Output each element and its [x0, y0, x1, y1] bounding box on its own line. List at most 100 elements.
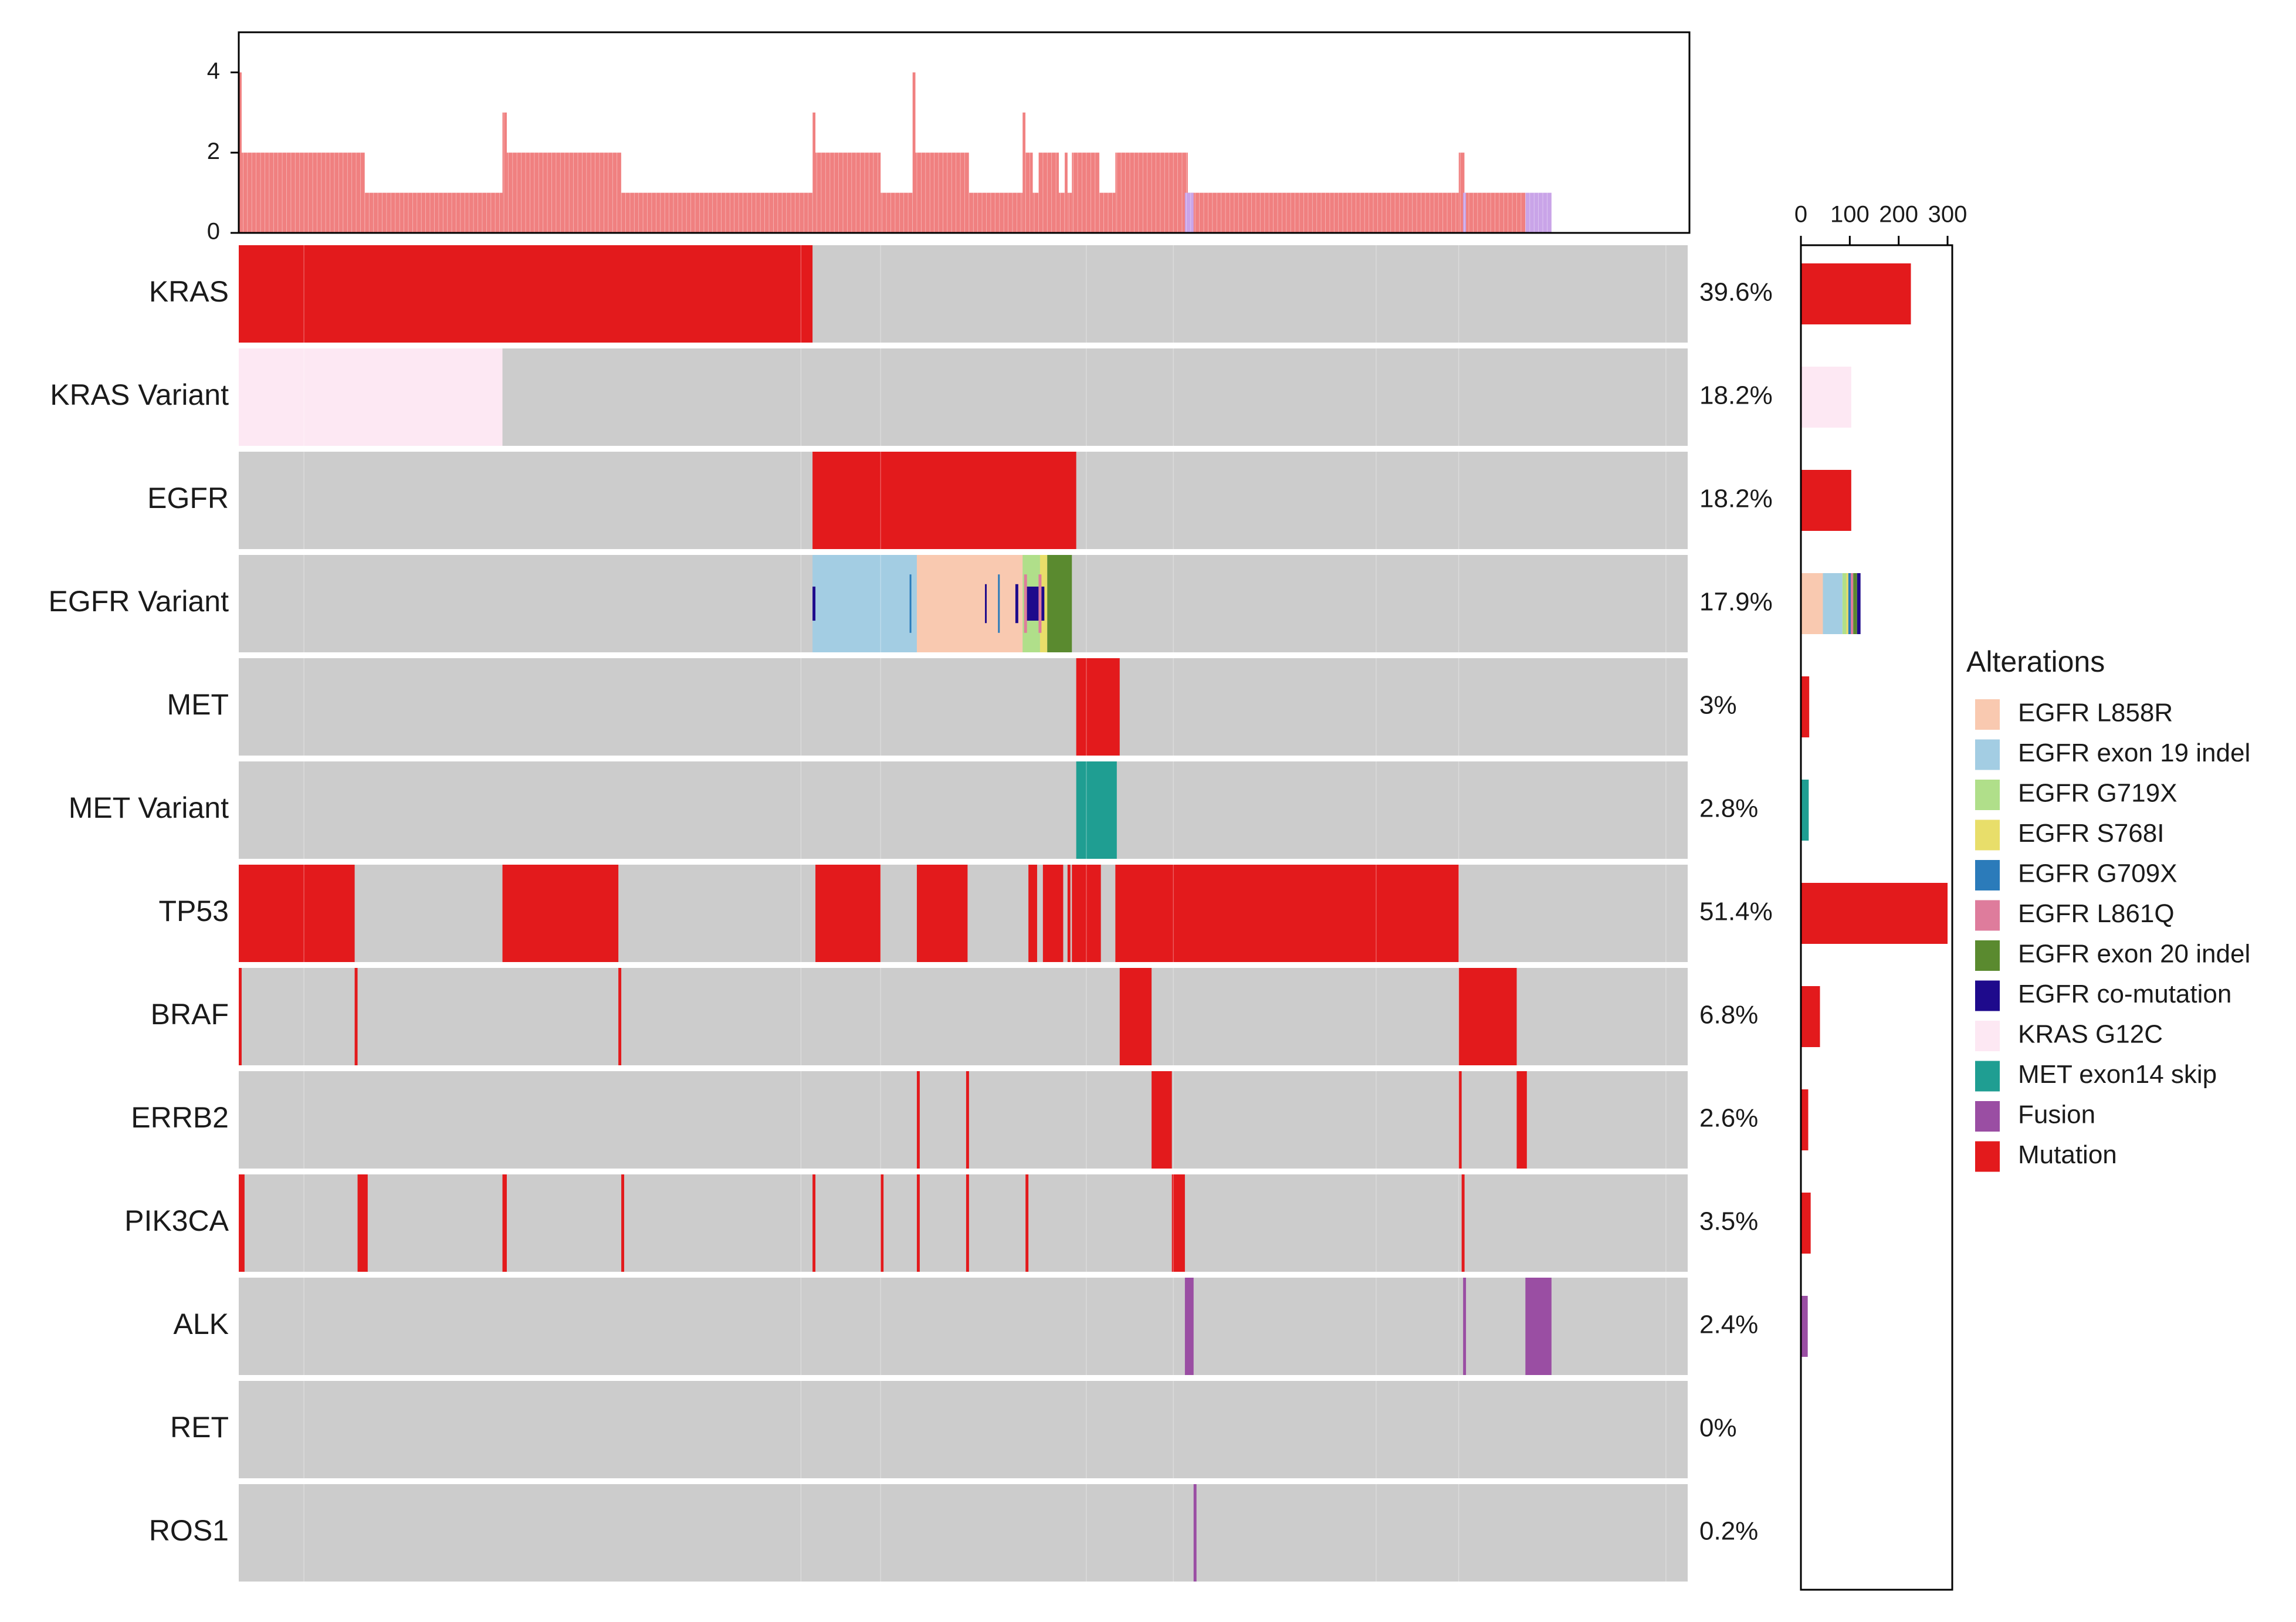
- right-bar: [1801, 883, 1948, 944]
- gene-row-kras-variant: [239, 348, 1688, 446]
- right-bar: [1801, 367, 1851, 428]
- alteration-cell: [812, 452, 1076, 549]
- alteration-cell: [1024, 574, 1027, 633]
- gene-label: TP53: [158, 895, 229, 927]
- legend-swatch: [1975, 940, 2000, 971]
- row-background: [239, 658, 1688, 756]
- legend-label: EGFR G719X: [2018, 779, 2177, 808]
- legend-swatch: [1975, 1141, 2000, 1172]
- right-x-tick-label: 300: [1928, 202, 1967, 228]
- top-y-tick-label: 0: [207, 219, 220, 245]
- top-bar-segment: [241, 153, 365, 233]
- right-bar: [1801, 263, 1911, 324]
- row-background: [239, 1174, 1688, 1272]
- right-bar-segment: [1857, 573, 1861, 634]
- legend-label: EGFR L861Q: [2018, 899, 2175, 928]
- gene-label: ALK: [173, 1308, 229, 1340]
- alteration-cell: [1115, 865, 1459, 962]
- alteration-cell: [1028, 865, 1037, 962]
- legend-label: EGFR G709X: [2018, 859, 2177, 888]
- row-background: [239, 1484, 1688, 1582]
- top-bar-fusion-segment: [1463, 192, 1467, 233]
- gene-row-ros1: [239, 1484, 1688, 1582]
- alteration-cell: [812, 586, 816, 621]
- legend-swatch: [1975, 900, 2000, 931]
- alteration-cell: [1525, 1278, 1552, 1375]
- right-bar: [1801, 470, 1851, 531]
- top-bar-segment: [364, 192, 503, 233]
- top-bar-segment: [1099, 192, 1116, 233]
- percent-label: 2.4%: [1699, 1311, 1758, 1339]
- alteration-cell: [1015, 584, 1018, 624]
- top-y-tick-label: 4: [207, 58, 220, 84]
- alteration-cell: [1461, 1174, 1465, 1272]
- gene-label: PIK3CA: [124, 1204, 229, 1237]
- alteration-cell: [1516, 1071, 1527, 1169]
- alteration-cell: [239, 968, 242, 1065]
- right-bar-segment: [1853, 573, 1857, 634]
- gene-label: MET Variant: [69, 791, 229, 824]
- alteration-cell: [239, 245, 813, 343]
- alteration-cell: [916, 865, 968, 962]
- legend-swatch: [1975, 1021, 2000, 1051]
- matrix-grid-lines: [303, 245, 1667, 1582]
- right-barplot-frame: [1800, 244, 1953, 1591]
- legend-swatch: [1975, 860, 2000, 890]
- right-bar: [1801, 1089, 1809, 1150]
- right-bar-segment: [1801, 573, 1823, 634]
- gene-label: KRAS: [149, 275, 229, 308]
- top-bar-segment: [1458, 153, 1465, 233]
- legend-label: EGFR co-mutation: [2018, 980, 2231, 1008]
- oncoprint-matrix: [239, 245, 1688, 1582]
- top-bar-segment: [1072, 153, 1100, 233]
- right-bar: [1801, 1193, 1811, 1254]
- percent-labels: 39.6% 18.2% 18.2% 17.9% 3% 2.8% 51.4% 6.8% 2.6% 3…: [1699, 278, 1773, 1546]
- percent-label: 0%: [1699, 1414, 1737, 1442]
- top-bar-segment: [502, 112, 507, 233]
- legend-label: MET exon14 skip: [2018, 1060, 2217, 1089]
- gene-label: MET: [167, 688, 229, 721]
- top-bar-fusion-segment: [1184, 192, 1194, 233]
- right-bar-segment: [1846, 573, 1848, 634]
- legend-swatch: [1975, 820, 2000, 851]
- top-barplot-axis: 0 2 4: [207, 31, 1691, 245]
- right-bar-segment: [1851, 573, 1854, 634]
- gene-label: ERRB2: [131, 1101, 229, 1134]
- top-bar-segment: [881, 192, 913, 233]
- top-bar-segment: [1032, 192, 1039, 233]
- top-bar-segment: [1115, 153, 1188, 233]
- alteration-cell: [909, 574, 912, 633]
- top-barplot-frame: [238, 31, 1691, 234]
- percent-label: 3%: [1699, 691, 1737, 720]
- gene-row-tp53: [239, 865, 1688, 962]
- row-background: [239, 968, 1688, 1065]
- top-bar-segment: [1187, 192, 1459, 233]
- percent-label: 39.6%: [1699, 278, 1773, 307]
- gene-label: BRAF: [151, 998, 229, 1031]
- legend-label: EGFR L858R: [2018, 699, 2173, 727]
- alteration-cell: [1025, 1174, 1029, 1272]
- alteration-cell: [916, 1174, 920, 1272]
- percent-label: 51.4%: [1699, 898, 1773, 926]
- top-bar-segment: [239, 72, 242, 233]
- percent-label: 2.8%: [1699, 794, 1758, 823]
- alteration-cell: [1027, 586, 1039, 621]
- legend-label: EGFR exon 20 indel: [2018, 940, 2250, 969]
- legend-swatch: [1975, 980, 2000, 1011]
- alteration-cell: [239, 1174, 245, 1272]
- legend-swatch: [1975, 699, 2000, 730]
- top-bar-segment: [815, 153, 881, 233]
- top-bar-segment: [1064, 153, 1068, 233]
- top-barplot: [238, 47, 1552, 233]
- right-bar-segment: [1848, 573, 1851, 634]
- alteration-cell: [1047, 555, 1072, 652]
- right-bar: [1801, 676, 1810, 737]
- percent-label: 6.8%: [1699, 1001, 1758, 1030]
- gene-labels: KRAS KRAS Variant EGFR EGFR Variant MET MET V…: [49, 275, 229, 1547]
- top-bar-segment: [1059, 192, 1065, 233]
- alteration-cell: [1076, 761, 1117, 859]
- gene-row-braf: [239, 968, 1688, 1065]
- right-bar: [1801, 986, 1820, 1047]
- right-x-tick-label: 100: [1830, 202, 1870, 228]
- percent-label: 3.5%: [1699, 1207, 1758, 1236]
